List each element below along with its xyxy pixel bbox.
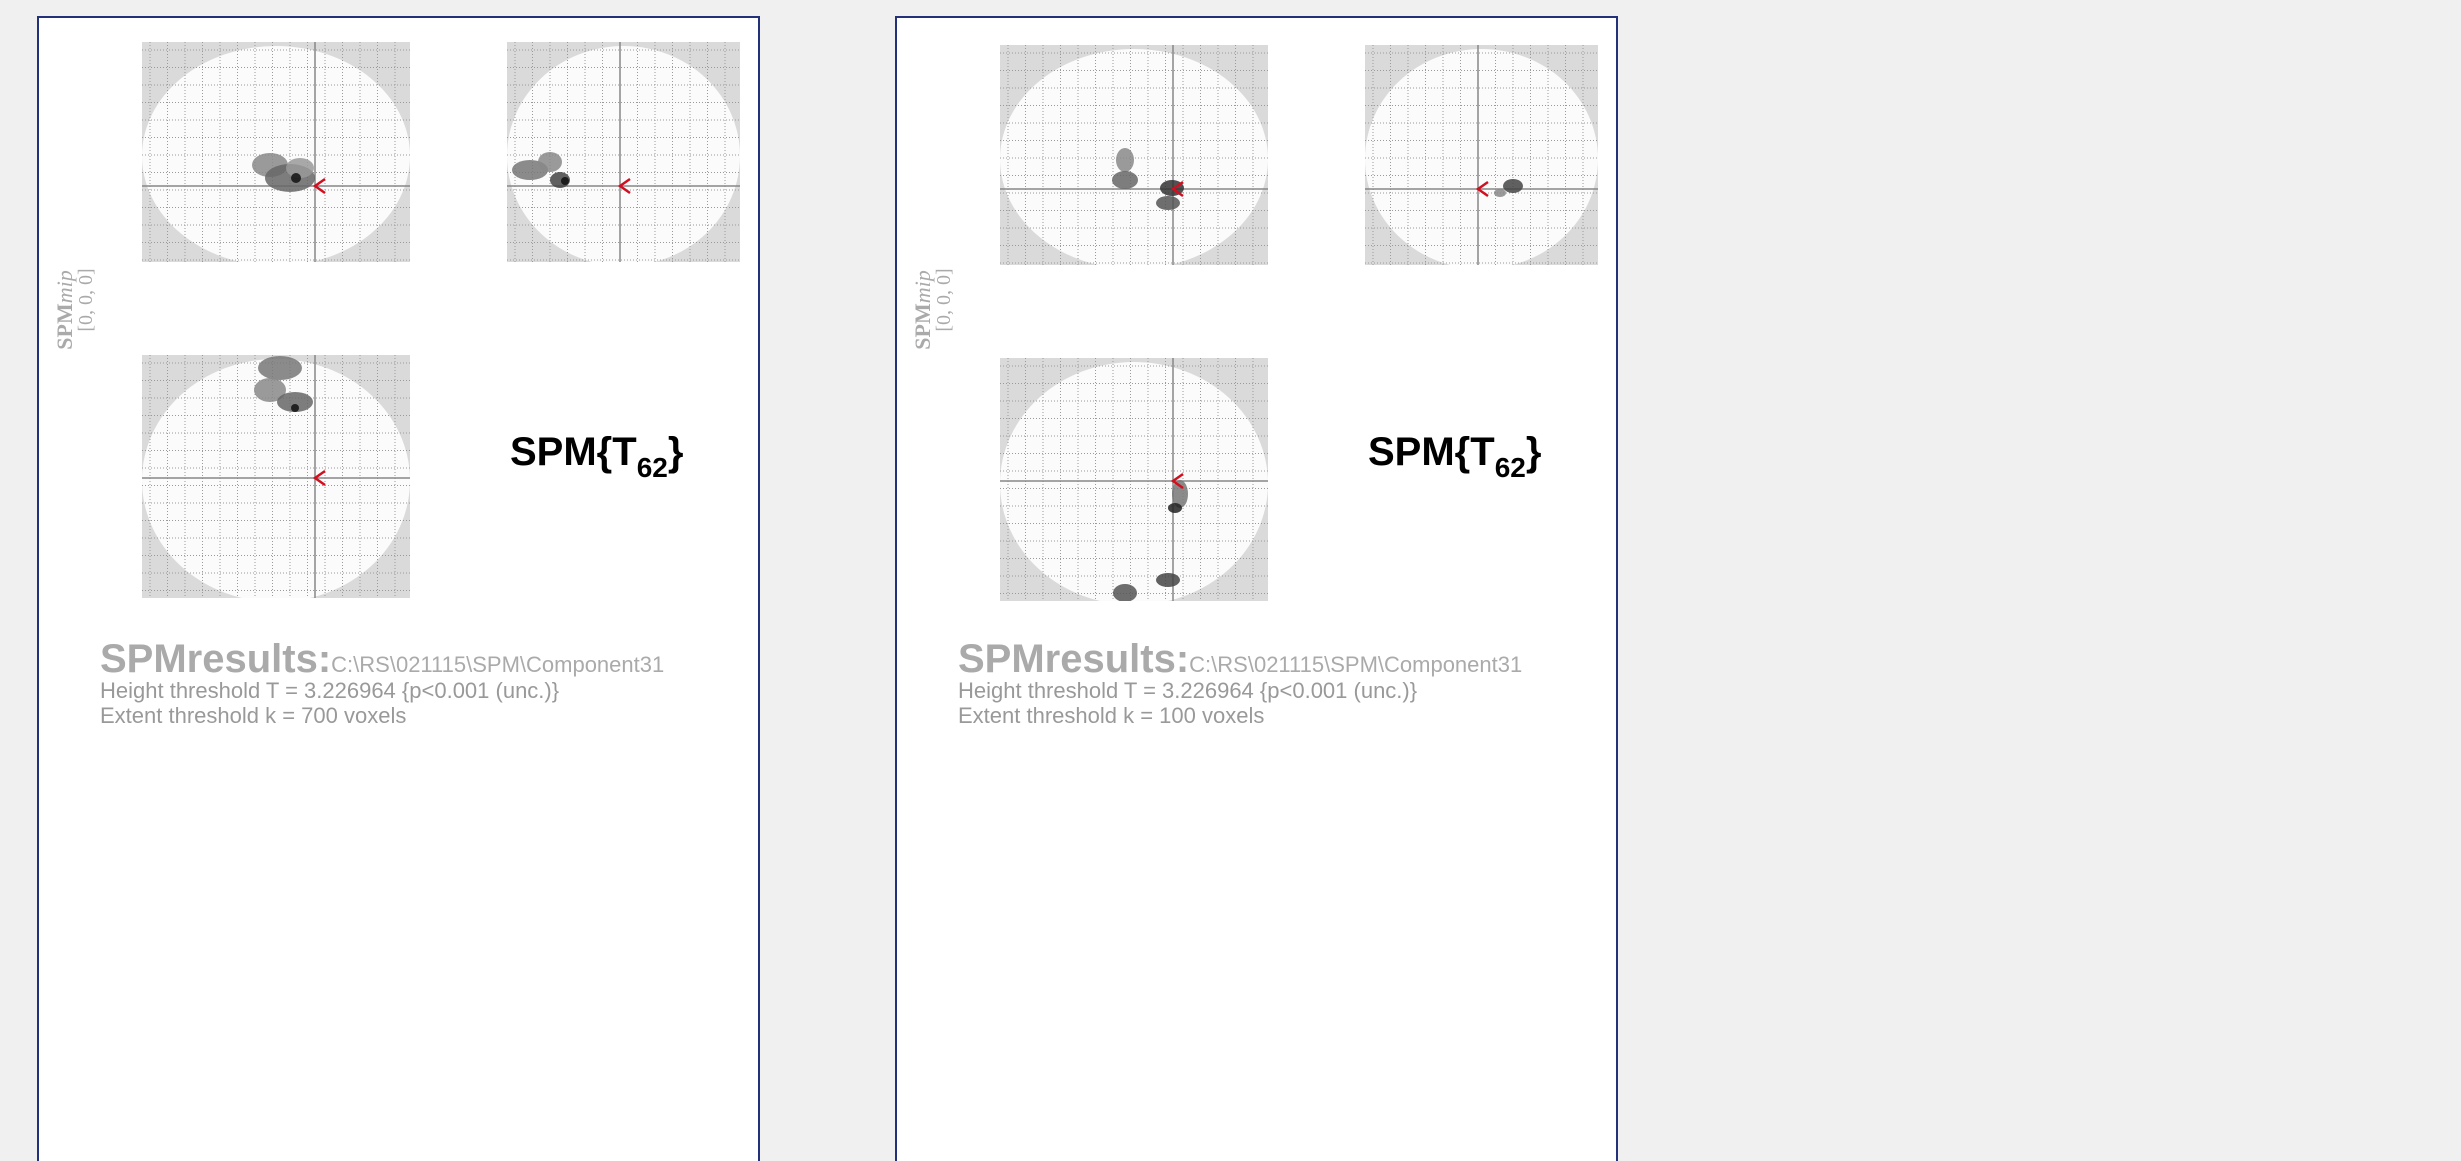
results-path: C:\RS\021115\SPM\Component31: [331, 652, 664, 677]
mip-label: SPMmip: [52, 270, 77, 349]
activation-blob: [1112, 171, 1138, 189]
brain-shape: [1000, 362, 1268, 605]
results-panel: SPMmip[0, 0, 0] SPM{T62} SPMresults:C:\RS\…: [38, 17, 759, 1161]
extent-threshold: Extent threshold k = 100 voxels: [958, 703, 1264, 728]
mip-bold: SPM: [52, 303, 77, 350]
stat-close: }: [668, 430, 684, 474]
glass-brain: [142, 355, 410, 602]
glass-brain: [1000, 45, 1268, 269]
activation-blob: [291, 173, 301, 183]
activation-blob: [1113, 584, 1137, 602]
brain-shape: [1000, 49, 1268, 269]
results-panel: SPMmip[0, 0, 0] SPM{T62} SPMresults:C:\RS\…: [896, 17, 1617, 1161]
results-label: SPMresults:: [958, 637, 1189, 681]
glass-brain: [1000, 358, 1268, 605]
mip-coords: [0, 0, 0]: [75, 268, 97, 331]
stat-close: }: [1526, 430, 1542, 474]
stat-main: SPM{T: [510, 430, 637, 474]
activation-blob: [1503, 179, 1523, 193]
activation-blob: [1156, 573, 1180, 587]
activation-blob: [538, 152, 562, 172]
height-threshold: Height threshold T = 3.226964 {p<0.001 (…: [100, 678, 559, 703]
stat-main: SPM{T: [1368, 430, 1495, 474]
activation-blob: [1156, 196, 1180, 210]
mip-italic: mip: [52, 270, 77, 303]
results-label: SPMresults:: [100, 637, 331, 681]
activation-blob: [1168, 503, 1182, 513]
activation-blob: [258, 356, 302, 380]
page: SPMmip[0, 0, 0]SPM{T62}SPMresults:C:\RS\…: [0, 0, 2461, 1161]
activation-blob: [1116, 148, 1134, 172]
glass-brain: [507, 42, 740, 266]
mip-italic: mip: [910, 270, 935, 303]
screenshot: SPMmip[0, 0, 0]SPM{T62}SPMresults:C:\RS\…: [0, 0, 2461, 1161]
activation-blob: [291, 404, 299, 412]
activation-blob: [1494, 189, 1506, 197]
stat-sub: 62: [637, 452, 668, 483]
glass-brain: [1365, 45, 1598, 269]
brain-shape: [1365, 49, 1598, 269]
extent-threshold: Extent threshold k = 700 voxels: [100, 703, 406, 728]
height-threshold: Height threshold T = 3.226964 {p<0.001 (…: [958, 678, 1417, 703]
mip-label: SPMmip: [910, 270, 935, 349]
mip-coords: [0, 0, 0]: [933, 268, 955, 331]
results-path: C:\RS\021115\SPM\Component31: [1189, 652, 1522, 677]
glass-brain: [142, 42, 410, 266]
activation-blob: [561, 177, 569, 185]
mip-bold: SPM: [910, 303, 935, 350]
stat-sub: 62: [1495, 452, 1526, 483]
